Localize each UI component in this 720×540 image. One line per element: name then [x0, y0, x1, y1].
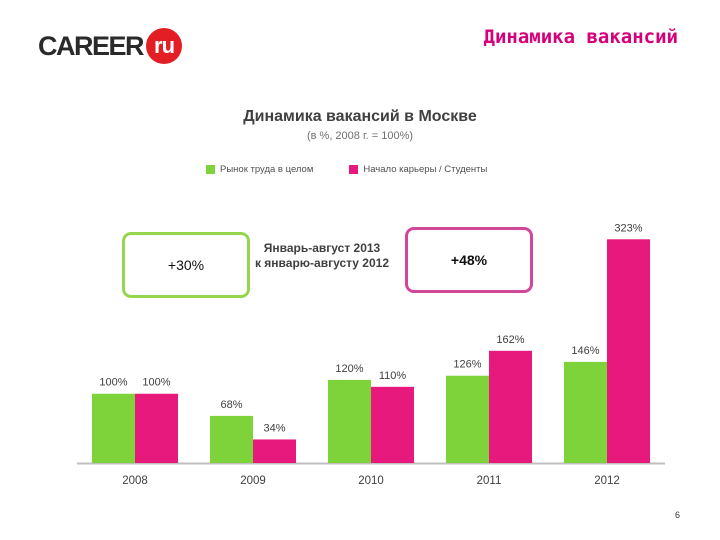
bar-market-2012 — [564, 361, 607, 463]
legend-item-students: Начало карьеры / Студенты — [349, 164, 487, 175]
bar-students-2010 — [371, 386, 414, 463]
chart-subtitle: (в %, 2008 г. = 100%) — [306, 130, 414, 142]
market-change-value: +30% — [167, 257, 205, 273]
period-label-line2: к январю-августу 2012 — [254, 256, 390, 270]
career-change-value: +48% — [450, 252, 488, 268]
data-label-students-2011: 162% — [496, 334, 524, 346]
data-label-market-2008: 100% — [99, 377, 127, 389]
logo-text: CAREER — [38, 30, 145, 61]
data-label-students-2008: 100% — [142, 377, 170, 389]
data-label-market-2011: 126% — [453, 359, 481, 371]
x-tick-label-2010: 2010 — [358, 475, 384, 487]
career-change-callout: +48% — [405, 227, 533, 293]
legend-label-students: Начало карьеры / Студенты — [363, 164, 488, 175]
bar-students-2009 — [253, 439, 296, 463]
x-tick-label-2012: 2012 — [594, 475, 620, 487]
chart-legend: Рынок труда в целом Начало карьеры / Сту… — [206, 164, 523, 175]
bar-market-2008 — [92, 393, 135, 463]
bar-market-2011 — [446, 375, 489, 463]
bar-students-2008 — [135, 393, 178, 463]
x-tick-label-2011: 2011 — [477, 475, 502, 487]
legend-label-market: Рынок труда в целом — [220, 164, 314, 175]
logo-badge: ru — [146, 28, 183, 64]
data-label-students-2012: 323% — [614, 222, 642, 234]
data-label-students-2010: 110% — [379, 370, 407, 382]
data-label-market-2012: 146% — [571, 345, 599, 357]
period-label-line1: Январь-август 2013 — [263, 241, 381, 255]
market-change-callout: +30% — [122, 232, 250, 298]
bar-market-2010 — [328, 379, 371, 463]
data-label-market-2010: 120% — [335, 363, 363, 375]
bar-students-2012 — [607, 239, 650, 463]
legend-swatch-market — [206, 165, 215, 174]
period-label: Январь-август 2013 к январю-августу 2012 — [252, 241, 392, 271]
slide-title: Динамика вакансий — [483, 26, 678, 48]
chart-title: Динамика вакансий в Москве — [243, 108, 477, 125]
data-label-students-2009: 34% — [263, 422, 285, 434]
x-tick-label-2008: 2008 — [122, 475, 148, 487]
legend-swatch-students — [349, 165, 359, 174]
career-ru-logo: CAREER ru — [38, 28, 183, 64]
data-label-market-2009: 68% — [220, 399, 242, 411]
bar-students-2011 — [489, 350, 532, 463]
page-number: 6 — [674, 510, 680, 520]
legend-item-market: Рынок труда в целом — [206, 164, 313, 175]
x-tick-label-2009: 2009 — [240, 475, 266, 487]
bar-market-2009 — [210, 415, 253, 463]
